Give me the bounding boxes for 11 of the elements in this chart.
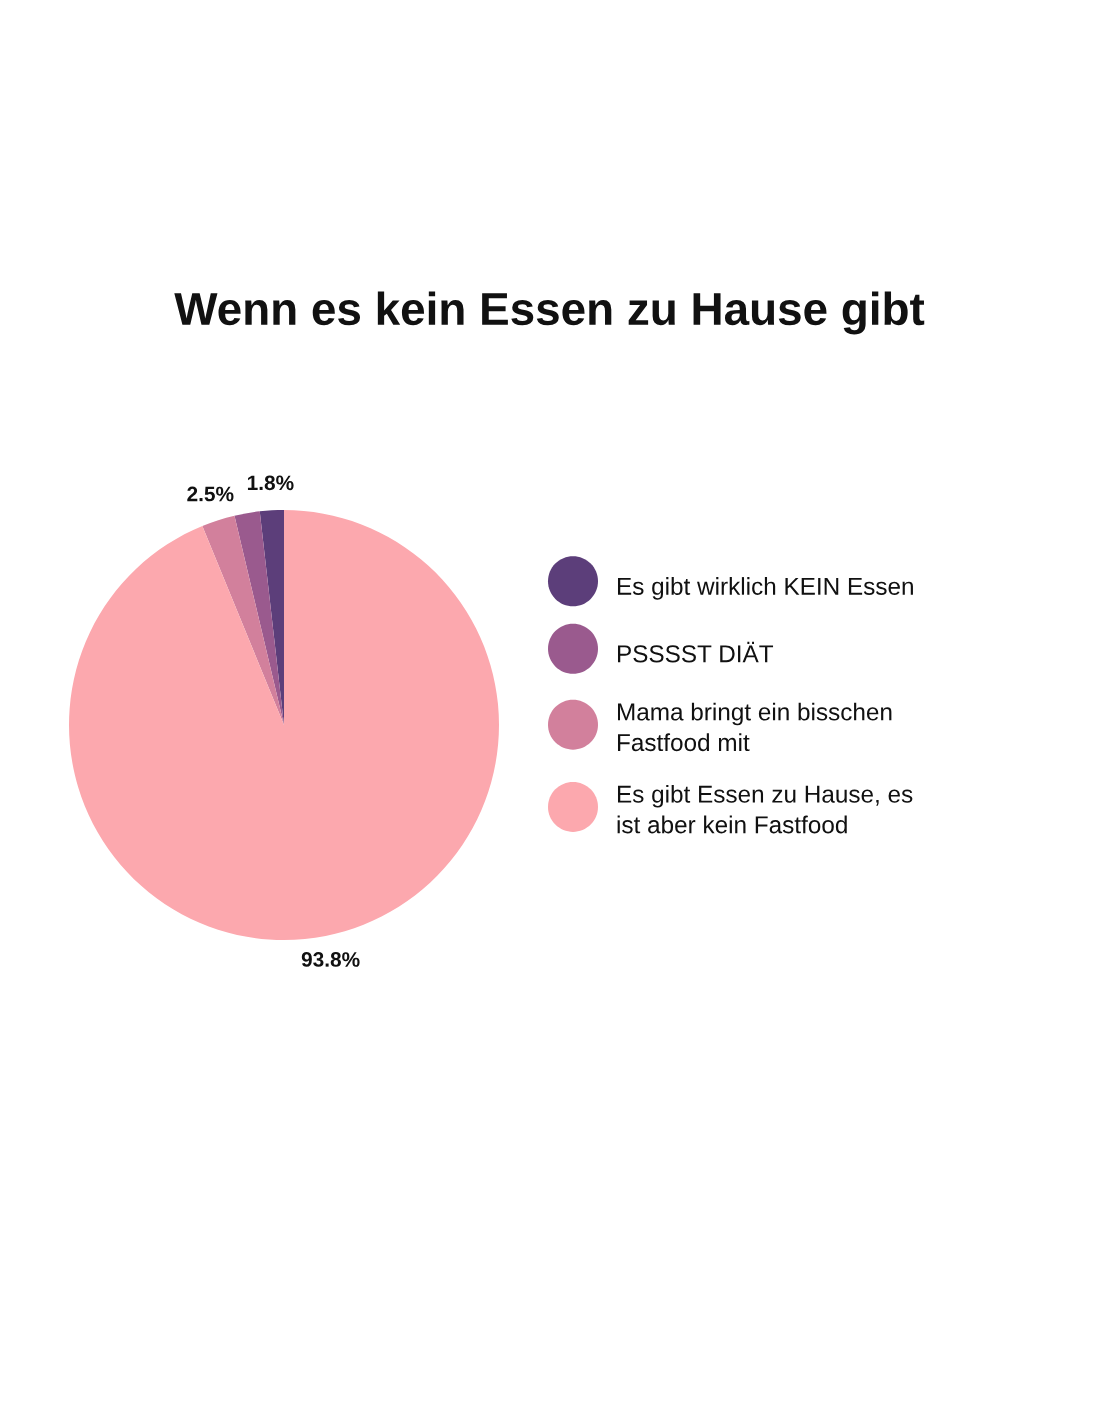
legend-label: Mama bringt ein bisschen Fastfood mit bbox=[617, 702, 892, 752]
data-label: 2.5% bbox=[187, 486, 234, 502]
pie-slice bbox=[69, 510, 499, 940]
legend-label: PSSSST DIÄT bbox=[617, 641, 774, 663]
legend-label: Es gibt wirklich KEIN Essen bbox=[617, 577, 913, 600]
data-label: 93.8% bbox=[301, 952, 360, 967]
legend-label: Es gibt Essen zu Hause, es ist aber kein Fastfood bbox=[617, 784, 913, 834]
data-label: 1.8% bbox=[247, 475, 294, 491]
pie-slice bbox=[202, 515, 284, 725]
pie-slice bbox=[234, 511, 284, 725]
chart-title: Wenn es kein Essen zu Hause gibt bbox=[174, 291, 925, 335]
